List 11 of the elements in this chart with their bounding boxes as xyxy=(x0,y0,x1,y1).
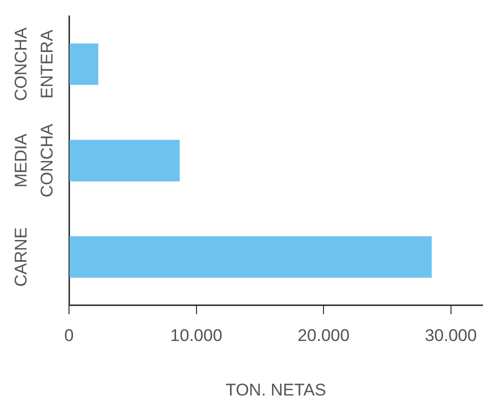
x-tick-label: 10.000 xyxy=(170,326,222,346)
y-tick-label: CONCHA ENTERA xyxy=(12,26,57,102)
bar xyxy=(70,236,432,278)
x-axis-title: TON. NETAS xyxy=(226,380,326,400)
bar xyxy=(70,43,98,85)
x-tick-label: 30.000 xyxy=(424,326,477,346)
x-tick-label: 20.000 xyxy=(298,326,350,346)
x-tick-label: 0 xyxy=(64,326,74,346)
y-tick-label: MEDIA CONCHA xyxy=(12,123,57,198)
y-tick-label: CARNE xyxy=(12,227,31,287)
bar xyxy=(70,140,180,182)
